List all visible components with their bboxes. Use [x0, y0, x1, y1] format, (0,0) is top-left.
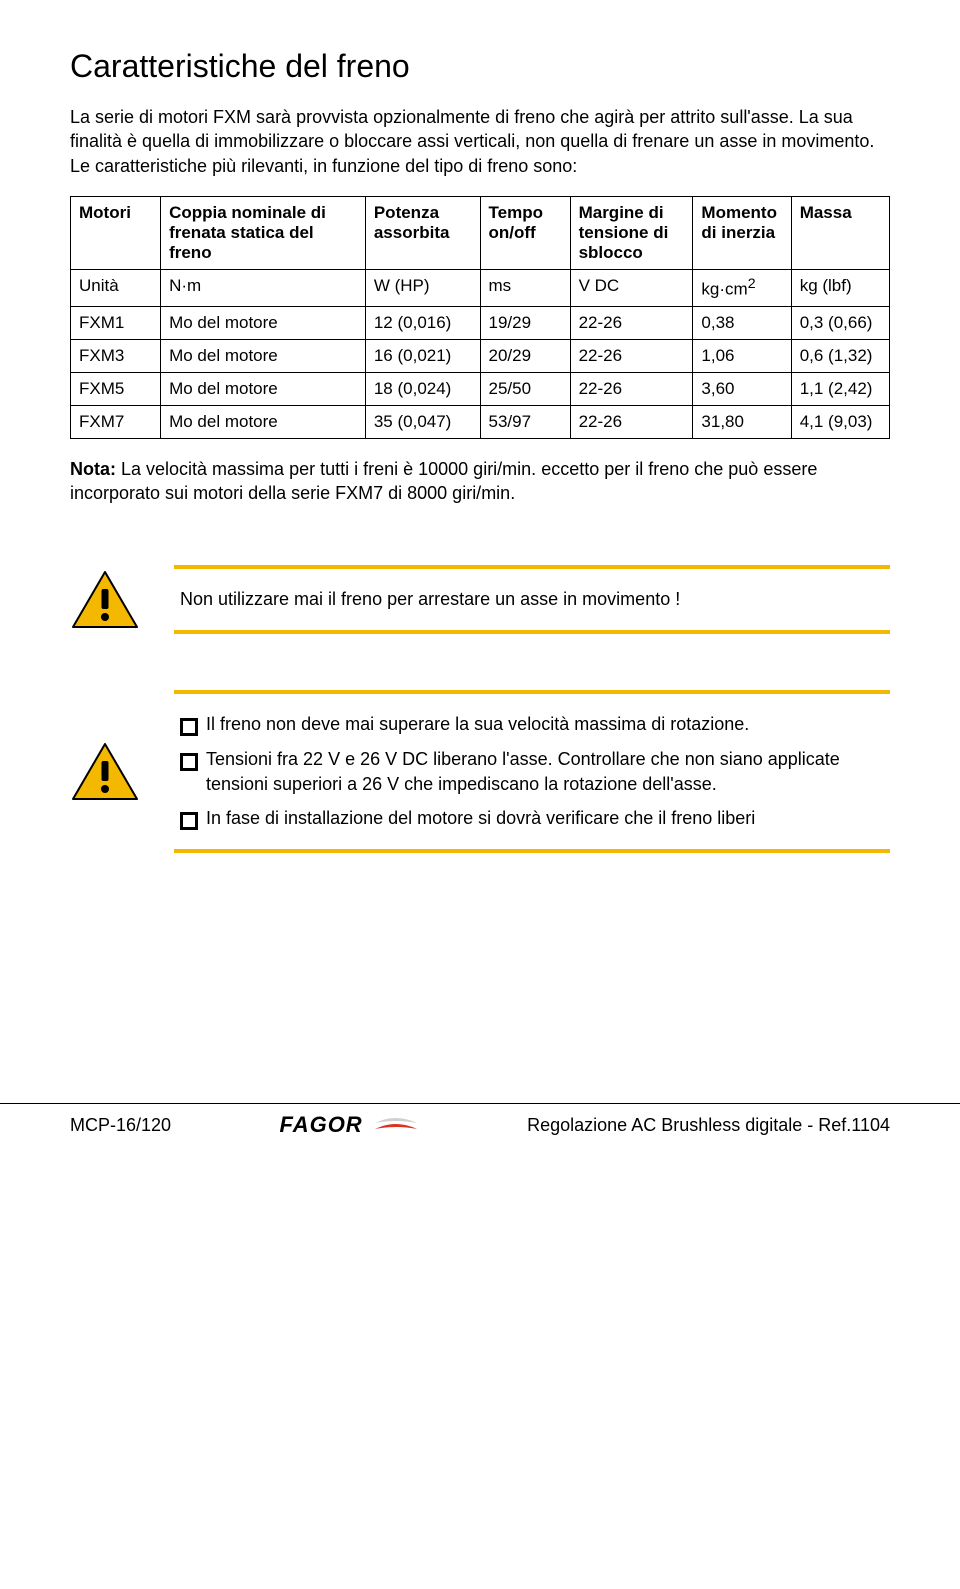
table-cell: kg (lbf)	[791, 269, 889, 306]
warning-icon	[70, 741, 140, 803]
table-cell: FXM1	[71, 306, 161, 339]
callout-2-text: Il freno non deve mai superare la sua ve…	[174, 690, 890, 853]
footer-page-ref: MCP-16/120	[70, 1115, 171, 1136]
table-cell: Mo del motore	[161, 306, 366, 339]
table-cell: W (HP)	[365, 269, 480, 306]
table-cell: 22-26	[570, 339, 693, 372]
warning-icon	[70, 569, 140, 631]
table-cell: 19/29	[480, 306, 570, 339]
table-cell: 18 (0,024)	[365, 372, 480, 405]
table-cell: 31,80	[693, 405, 791, 438]
table-cell: 53/97	[480, 405, 570, 438]
table-cell: 0,38	[693, 306, 791, 339]
table-cell: 22-26	[570, 405, 693, 438]
table-row: FXM1Mo del motore12 (0,016)19/2922-260,3…	[71, 306, 890, 339]
note-label: Nota:	[70, 459, 116, 479]
table-cell: 12 (0,016)	[365, 306, 480, 339]
warning-callout-1: Non utilizzare mai il freno per arrestar…	[70, 565, 890, 634]
table-row: UnitàN·mW (HP)msV DCkg·cm2kg (lbf)	[71, 269, 890, 306]
table-row: FXM5Mo del motore18 (0,024)25/5022-263,6…	[71, 372, 890, 405]
footer-brand: FAGOR	[279, 1112, 418, 1138]
table-cell: 20/29	[480, 339, 570, 372]
table-cell: 1,06	[693, 339, 791, 372]
th-margine: Margine di tensione di sblocco	[570, 196, 693, 269]
table-cell: FXM7	[71, 405, 161, 438]
table-cell: 3,60	[693, 372, 791, 405]
intro-paragraph: La serie di motori FXM sarà provvista op…	[70, 105, 890, 178]
table-cell: FXM5	[71, 372, 161, 405]
callout-1-text: Non utilizzare mai il freno per arrestar…	[174, 565, 890, 634]
th-coppia: Coppia nominale di frenata statica del f…	[161, 196, 366, 269]
table-cell: Mo del motore	[161, 339, 366, 372]
table-cell: ms	[480, 269, 570, 306]
table-cell: 25/50	[480, 372, 570, 405]
th-momento: Momento di inerzia	[693, 196, 791, 269]
table-cell: Mo del motore	[161, 405, 366, 438]
list-item: Il freno non deve mai superare la sua ve…	[180, 712, 884, 737]
warning-callout-2: Il freno non deve mai superare la sua ve…	[70, 690, 890, 853]
table-row: FXM3Mo del motore16 (0,021)20/2922-261,0…	[71, 339, 890, 372]
brand-text: FAGOR	[279, 1112, 362, 1138]
note-text: La velocità massima per tutti i freni è …	[70, 459, 817, 503]
table-cell: Mo del motore	[161, 372, 366, 405]
table-cell: 0,3 (0,66)	[791, 306, 889, 339]
page-title: Caratteristiche del freno	[70, 48, 890, 85]
table-row: FXM7Mo del motore35 (0,047)53/9722-2631,…	[71, 405, 890, 438]
table-cell: V DC	[570, 269, 693, 306]
brand-swoosh-icon	[373, 1115, 419, 1135]
table-note: Nota: La velocità massima per tutti i fr…	[70, 457, 890, 506]
th-potenza: Potenza assorbita	[365, 196, 480, 269]
table-cell: 22-26	[570, 306, 693, 339]
table-header-row: Motori Coppia nominale di frenata static…	[71, 196, 890, 269]
th-massa: Massa	[791, 196, 889, 269]
table-cell: FXM3	[71, 339, 161, 372]
th-motori: Motori	[71, 196, 161, 269]
footer-doc-ref: Regolazione AC Brushless digitale - Ref.…	[527, 1115, 890, 1136]
brake-spec-table: Motori Coppia nominale di frenata static…	[70, 196, 890, 439]
table-cell: Unità	[71, 269, 161, 306]
list-item: In fase di installazione del motore si d…	[180, 806, 884, 831]
table-cell: 0,6 (1,32)	[791, 339, 889, 372]
table-cell: N·m	[161, 269, 366, 306]
table-cell: kg·cm2	[693, 269, 791, 306]
callout-2-list: Il freno non deve mai superare la sua ve…	[180, 712, 884, 831]
table-cell: 4,1 (9,03)	[791, 405, 889, 438]
th-tempo: Tempo on/off	[480, 196, 570, 269]
table-cell: 22-26	[570, 372, 693, 405]
list-item: Tensioni fra 22 V e 26 V DC liberano l'a…	[180, 747, 884, 797]
page-footer: MCP-16/120 FAGOR Regolazione AC Brushles…	[0, 1103, 960, 1162]
table-cell: 16 (0,021)	[365, 339, 480, 372]
table-cell: 1,1 (2,42)	[791, 372, 889, 405]
table-cell: 35 (0,047)	[365, 405, 480, 438]
